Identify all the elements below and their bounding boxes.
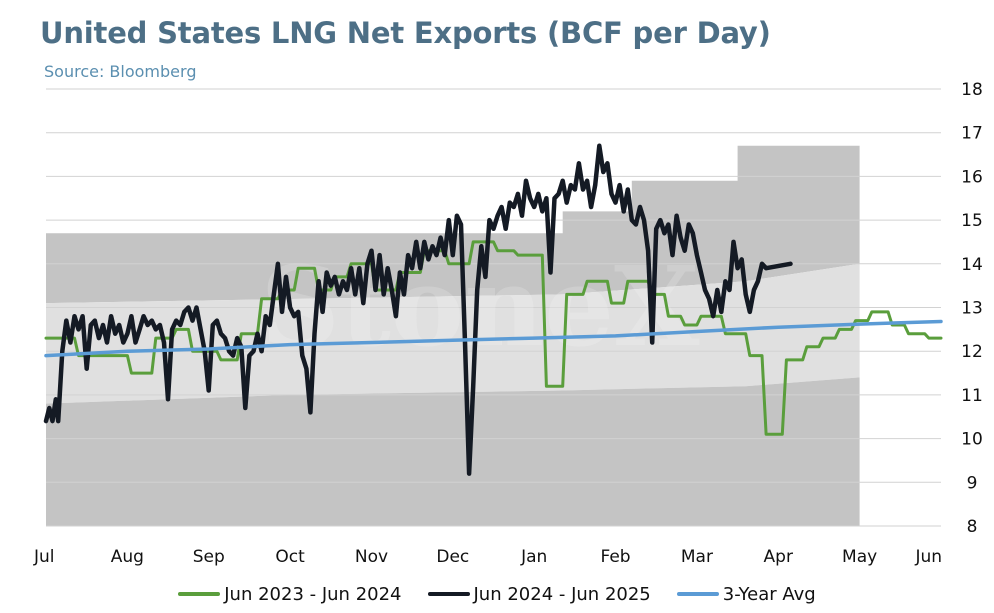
x-tick-label: Nov bbox=[355, 547, 388, 567]
legend-swatch bbox=[427, 592, 470, 596]
series-2024-2025 bbox=[43, 143, 793, 476]
x-tick-label: May bbox=[842, 547, 877, 567]
legend-label: Jun 2023 - Jun 2024 bbox=[224, 583, 402, 605]
legend: Jun 2023 - Jun 2024 Jun 2024 - Jun 2025 3-… bbox=[0, 580, 994, 608]
x-tick-label: Aug bbox=[111, 547, 144, 567]
x-tick-label: Dec bbox=[436, 547, 469, 567]
band-min bbox=[46, 377, 860, 526]
legend-swatch bbox=[676, 592, 719, 596]
y-tick-label: 14 bbox=[961, 255, 983, 275]
y-tick-label: 12 bbox=[961, 342, 983, 362]
x-tick-label: Jul bbox=[33, 547, 55, 567]
legend-label: 3-Year Avg bbox=[722, 583, 816, 605]
legend-item: Jun 2023 - Jun 2024 bbox=[178, 583, 402, 605]
y-tick-label: 15 bbox=[961, 211, 983, 231]
y-tick-label: 8 bbox=[967, 517, 978, 537]
series-3yr-avg bbox=[44, 319, 943, 358]
legend-item: 3-Year Avg bbox=[676, 583, 816, 605]
x-tick-label: Oct bbox=[275, 547, 305, 567]
y-tick-label: 13 bbox=[961, 299, 983, 319]
legend-swatch bbox=[178, 592, 221, 596]
x-tick-label: Sep bbox=[193, 547, 225, 567]
series-lines bbox=[43, 143, 943, 476]
y-axis: 8 9 10 11 12 13 14 15 16 17 18 bbox=[961, 80, 983, 537]
y-tick-label: 17 bbox=[961, 124, 983, 144]
y-tick-label: 9 bbox=[967, 473, 978, 493]
y-tick-label: 10 bbox=[961, 430, 983, 450]
series-2023-2024 bbox=[44, 240, 943, 436]
x-tick-label: Mar bbox=[681, 547, 713, 567]
chart-title: United States LNG Net Exports (BCF per D… bbox=[40, 16, 771, 50]
x-tick-label: Jan bbox=[520, 547, 547, 567]
x-tick-label: Jun bbox=[914, 547, 942, 567]
y-tick-label: 16 bbox=[961, 167, 983, 187]
chart-source: Source: Bloomberg bbox=[44, 62, 197, 81]
x-tick-label: Feb bbox=[600, 547, 630, 567]
x-tick-label: Apr bbox=[764, 547, 793, 567]
x-axis: Jul Aug Sep Oct Nov Dec Jan Feb Mar Apr May Jun bbox=[33, 547, 942, 567]
legend-item: Jun 2024 - Jun 2025 bbox=[427, 583, 651, 605]
y-tick-label: 18 bbox=[961, 80, 983, 100]
y-tick-label: 11 bbox=[961, 386, 983, 406]
legend-label: Jun 2024 - Jun 2025 bbox=[473, 583, 651, 605]
